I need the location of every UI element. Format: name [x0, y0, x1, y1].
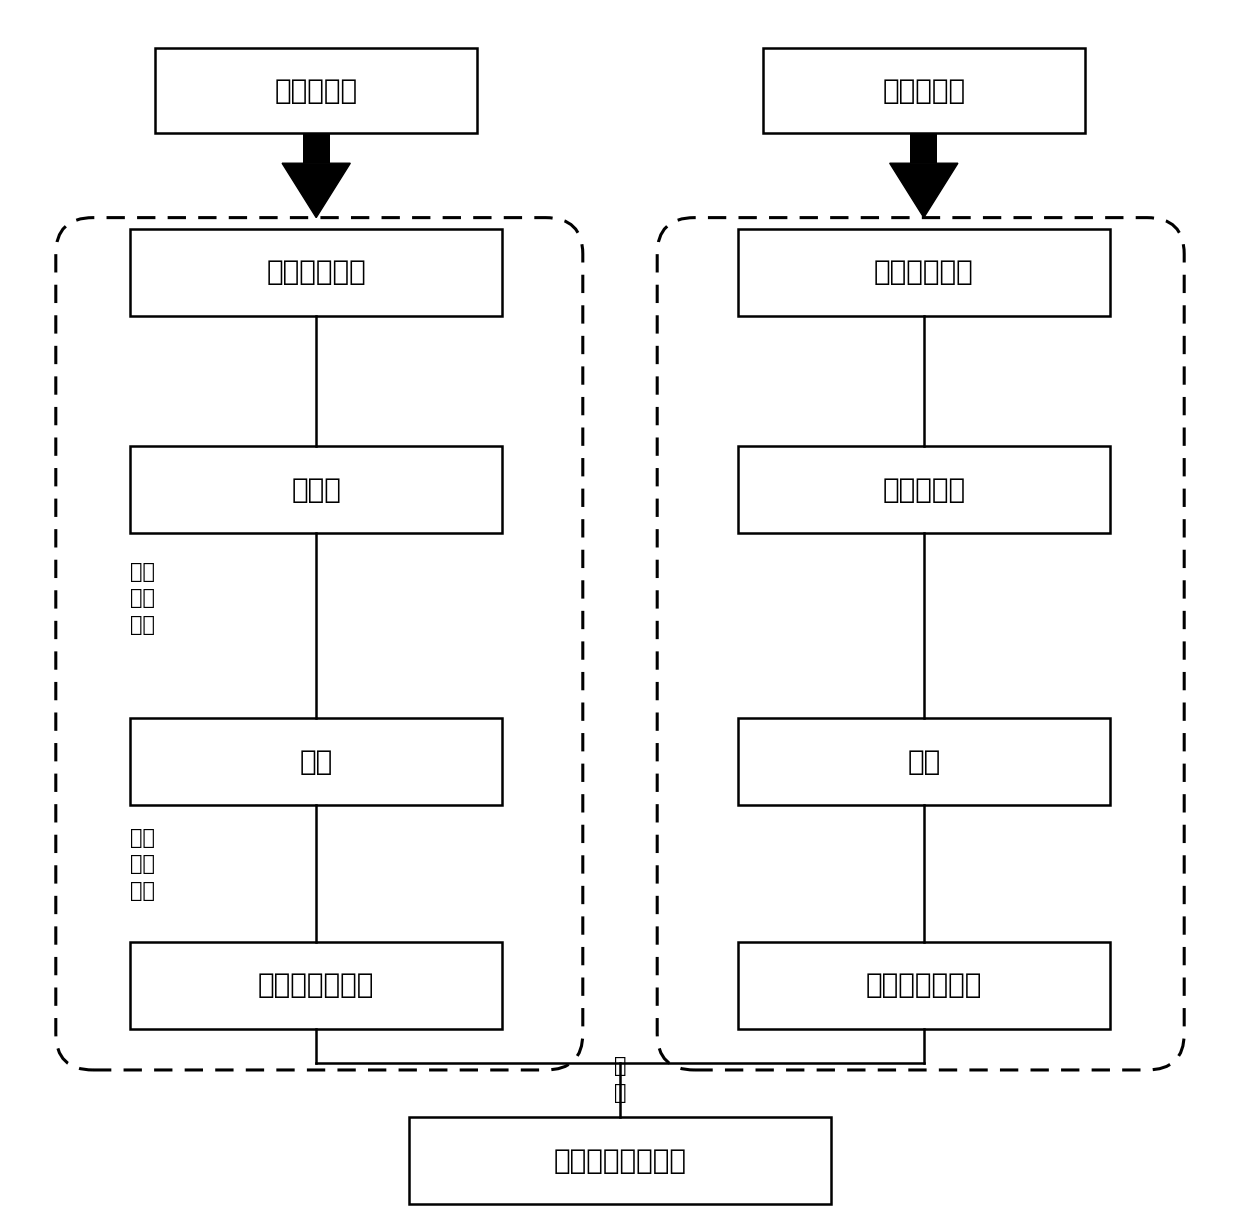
Bar	[155, 48, 477, 133]
Text: 结构化检测信息: 结构化检测信息	[866, 971, 982, 1000]
Text: 原始监测数据: 原始监测数据	[267, 258, 366, 287]
Text: 特征级融合: 特征级融合	[882, 76, 966, 105]
Text: 数据级融合: 数据级融合	[274, 76, 358, 105]
Text: 分级化处理: 分级化处理	[882, 475, 966, 504]
Bar	[130, 718, 502, 805]
Text: 结构化监测信息: 结构化监测信息	[258, 971, 374, 1000]
Bar	[130, 942, 502, 1029]
Bar	[763, 48, 1085, 133]
Bar	[910, 133, 937, 163]
Polygon shape	[283, 163, 351, 218]
Bar	[303, 133, 330, 163]
Text: 融
合: 融 合	[614, 1057, 626, 1103]
Bar	[130, 229, 502, 316]
Bar	[738, 942, 1110, 1029]
Text: 安全评价指标体系: 安全评价指标体系	[553, 1146, 687, 1175]
Text: 消除
连续
误差: 消除 连续 误差	[130, 828, 155, 901]
Bar	[409, 1117, 831, 1204]
Text: 人工检测信息: 人工检测信息	[874, 258, 973, 287]
Bar	[738, 718, 1110, 805]
Text: 自处理: 自处理	[291, 475, 341, 504]
Bar	[738, 229, 1110, 316]
Bar	[738, 446, 1110, 533]
Text: 合并: 合并	[300, 747, 332, 776]
Text: 消除
单点
误差: 消除 单点 误差	[130, 562, 155, 635]
Text: 合并: 合并	[908, 747, 940, 776]
Polygon shape	[890, 163, 957, 218]
Bar	[130, 446, 502, 533]
